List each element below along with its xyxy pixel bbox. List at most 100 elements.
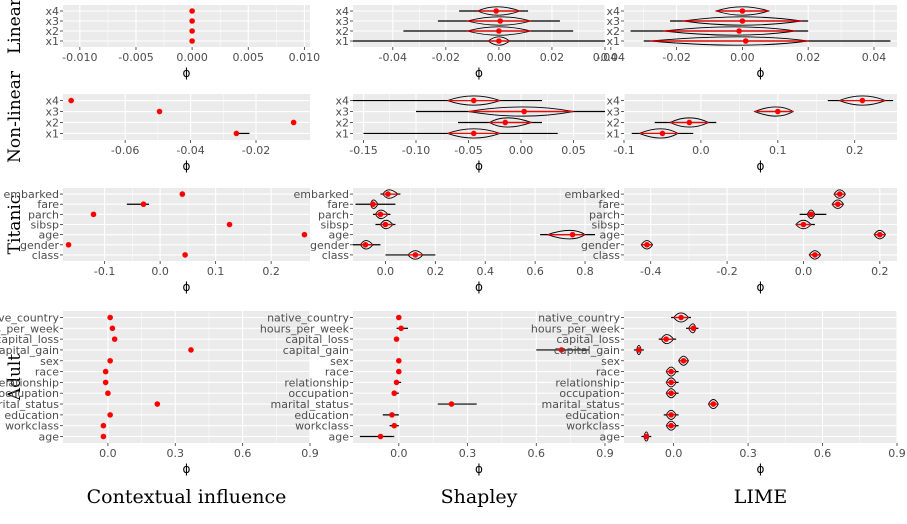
- panel-11-ylabel-9: education: [565, 409, 620, 422]
- panel-7-xtick-label-4: 0.8: [576, 265, 594, 278]
- panel-3-ylabel-0: x4: [45, 95, 59, 108]
- panel-10-point-4: [396, 357, 402, 364]
- panel-2-xaxis-title: ϕ: [757, 66, 765, 80]
- panel-1-point-3: [496, 38, 502, 44]
- panel-9-xaxis-title: ϕ: [183, 462, 191, 476]
- panel-9-point-8: [154, 401, 161, 407]
- panel-0-background: [63, 5, 310, 47]
- panel-1-ylabel-2: x2: [335, 25, 349, 38]
- panel-4-ylabel-0: x4: [335, 95, 349, 108]
- panel-0-ylabel-3: x1: [45, 35, 59, 48]
- panel-8-xtick-label-1: -0.2: [716, 265, 737, 278]
- panel-11-point-1: [690, 325, 697, 332]
- panel-9-point-9: [107, 412, 113, 418]
- panel-4-ylabel-1: x3: [335, 106, 349, 119]
- panel-8-xaxis-title: ϕ: [757, 280, 765, 294]
- panel-3-point-3: [233, 130, 240, 137]
- panel-3-ylabel-3: x1: [45, 127, 59, 140]
- panel-1-xtick-label-4: 0.04: [593, 51, 618, 64]
- panel-8-point-2: [808, 211, 814, 218]
- panel-10-point-6: [393, 379, 400, 386]
- panel-3-point-0: [68, 97, 74, 104]
- panel-7-ylabel-0: embarked: [294, 188, 349, 201]
- panel-5-violin-2: [669, 117, 710, 128]
- panel-8-ylabel-6: class: [593, 249, 621, 262]
- panel-0-ylabel-0: x4: [45, 5, 59, 18]
- panel-2-ylabel-2: x2: [606, 25, 620, 38]
- panel-7-point-0: [385, 191, 391, 197]
- panel-11-ylabel-2: capital_loss: [556, 333, 620, 346]
- panel-10-point-9: [389, 412, 395, 418]
- panel-10-ylabel-7: occupation: [288, 387, 349, 400]
- panel-7-violin-0: [382, 189, 399, 199]
- panel-10-xtick-label-1: 0.3: [459, 447, 477, 460]
- panel-6-point-1: [140, 201, 147, 208]
- panel-4-xtick-label-2: -0.05: [454, 144, 482, 157]
- panel-0-xaxis-title: ϕ: [183, 66, 191, 80]
- panel-7-ylabel-4: age: [329, 229, 350, 242]
- panel-5-xtick-label-0: -0.1: [613, 144, 634, 157]
- panel-6-point-4: [301, 231, 308, 238]
- panel-11-xtick-label-3: 0.9: [888, 447, 906, 460]
- panel-11-point-9: [668, 412, 674, 418]
- panel-1-violin-0: [476, 6, 522, 16]
- panel-9-point-0: [107, 314, 113, 321]
- panel-0-point-0: [189, 8, 195, 14]
- panel-11-ylabel-10: workclass: [566, 420, 620, 433]
- row-label-0: Linear: [5, 0, 25, 54]
- panel-9-point-7: [105, 390, 111, 397]
- column-title-2: LIME: [734, 486, 787, 508]
- panel-11-ylabel-7: occupation: [559, 387, 620, 400]
- panel-8-xtick-label-2: 0.0: [795, 265, 813, 278]
- row-label-2: Titanic: [5, 195, 25, 255]
- panel-9-ylabel-3: capital_gain: [0, 344, 59, 357]
- panel-6-point-5: [65, 241, 72, 248]
- panel-11-point-0: [678, 314, 684, 321]
- panel-4-point-1: [521, 108, 527, 115]
- panel-4-ylabel-2: x2: [335, 116, 349, 129]
- panel-0-xtick-label-3: 0.005: [233, 51, 265, 64]
- panel-8-xtick-label-0: -0.4: [640, 265, 661, 278]
- panel-11-point-2: [663, 336, 669, 342]
- panel-7-point-3: [382, 221, 389, 228]
- panel-9-ylabel-10: workclass: [5, 420, 59, 433]
- panel-10-point-10: [391, 422, 398, 429]
- column-title-1: Shapley: [441, 486, 518, 508]
- panel-10-background: [353, 311, 605, 443]
- panel-4-point-3: [470, 130, 477, 137]
- panel-6-ylabel-5: gender: [20, 239, 59, 252]
- panel-8-point-0: [836, 191, 843, 197]
- column-title-0: Contextual influence: [87, 486, 287, 508]
- panel-10-point-3: [558, 347, 565, 353]
- panel-4-ylabel-3: x1: [335, 127, 349, 140]
- panel-0-xtick-label-2: 0.000: [176, 51, 208, 64]
- panel-8-ylabel-1: fare: [598, 198, 620, 211]
- panel-4-xtick-label-4: 0.05: [561, 144, 586, 157]
- panel-10-ylabel-11: age: [329, 431, 350, 444]
- panel-2-violin-0: [714, 6, 771, 16]
- panel-6-ylabel-4: age: [39, 229, 60, 242]
- panel-9-point-6: [102, 379, 109, 386]
- panel-1-point-2: [496, 28, 502, 34]
- panel-11-ylabel-1: hours_per_week: [531, 322, 621, 335]
- panel-7-point-1: [370, 201, 376, 208]
- panel-9-point-10: [100, 422, 107, 429]
- panel-3-ylabel-2: x2: [45, 116, 59, 129]
- panel-9-point-4: [107, 357, 113, 364]
- panel-0-xtick-label-4: 0.010: [289, 51, 321, 64]
- panel-7-point-4: [569, 231, 576, 238]
- panel-1-xaxis-title: ϕ: [475, 66, 483, 80]
- panel-0-point-3: [189, 38, 195, 44]
- panel-8-ylabel-5: gender: [581, 239, 620, 252]
- panel-7-violin-3: [379, 219, 394, 230]
- panel-8-point-3: [800, 221, 807, 228]
- panel-6-ylabel-1: fare: [37, 198, 59, 211]
- panel-6-xaxis-title: ϕ: [183, 280, 191, 294]
- panel-10-xaxis-title: ϕ: [475, 462, 483, 476]
- panel-3-point-2: [290, 119, 297, 126]
- panel-5-background: [624, 94, 897, 140]
- panel-11-point-4: [680, 357, 687, 364]
- panel-10-ylabel-6: relationship: [284, 376, 349, 389]
- panel-11-point-6: [668, 379, 674, 386]
- panel-7-ylabel-2: parch: [318, 208, 349, 221]
